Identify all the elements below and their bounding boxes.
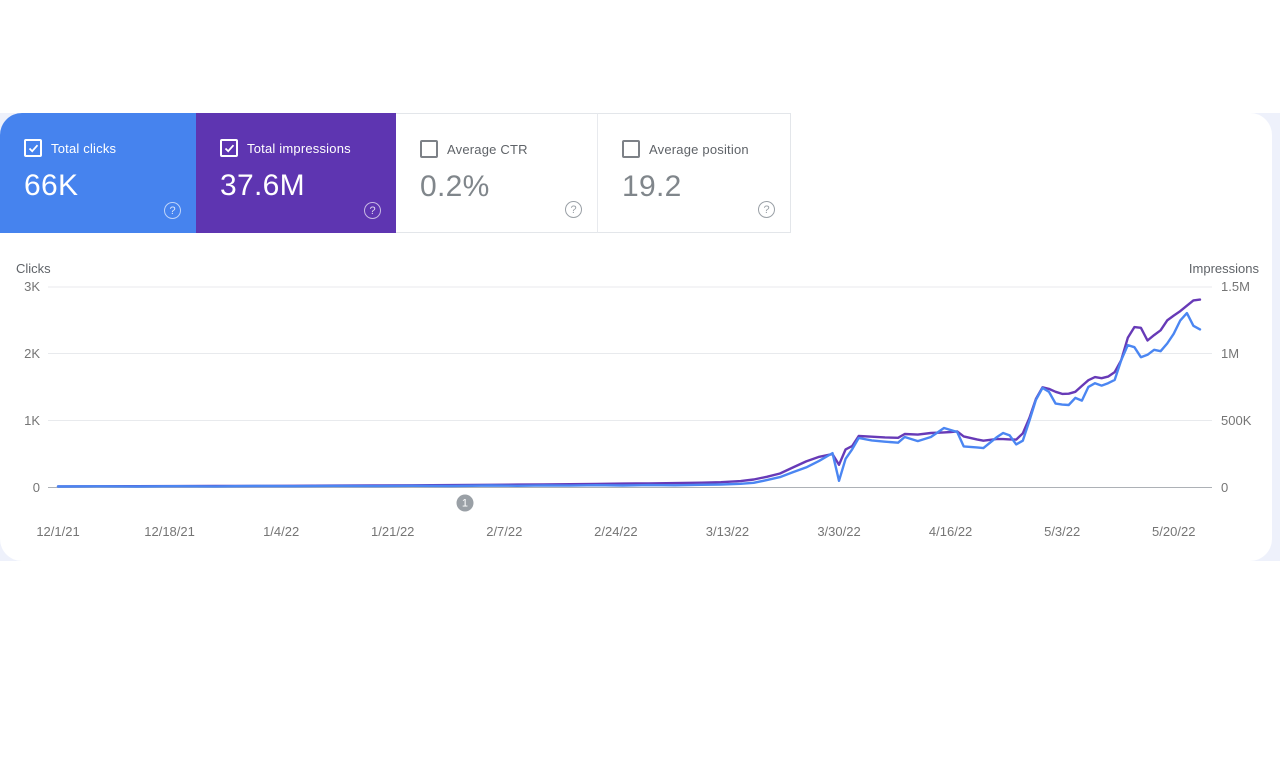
date-tick-label: 12/18/21 [144,524,195,539]
checkbox-checked-icon[interactable] [220,139,238,157]
card-value: 37.6M [220,169,305,202]
checkbox-unchecked-icon[interactable] [622,140,640,158]
date-tick-label: 1/21/22 [371,524,415,539]
card-total-clicks[interactable]: Total clicks 66K ? [0,113,196,233]
annotation-marker-icon[interactable]: 1 [456,494,474,512]
card-total-impressions[interactable]: Total impressions 37.6M ? [196,113,396,233]
help-icon[interactable]: ? [164,202,181,219]
right-axis-title: Impressions [1188,261,1259,276]
card-header: Average position [622,140,749,158]
date-tick-label: 3/30/22 [817,524,861,539]
date-tick-label: 2/7/22 [486,524,523,539]
card-label: Average CTR [447,141,528,157]
help-icon[interactable]: ? [565,201,582,218]
card-label: Total clicks [51,140,117,156]
card-label: Average position [649,141,749,157]
card-value: 66K [24,169,79,202]
card-average-position[interactable]: Average position 19.2 ? [597,113,791,233]
clicks-line-series[interactable] [56,311,1202,488]
left-axis-tick: 1K [24,412,40,428]
card-header: Total clicks [24,139,116,157]
card-header: Total impressions [220,139,351,157]
help-icon[interactable]: ? [364,202,381,219]
date-tick-label: 12/1/21 [36,524,80,539]
date-tick-label: 5/3/22 [1044,524,1081,539]
right-axis-tick: 1.5M [1221,279,1250,294]
checkbox-checked-icon[interactable] [24,139,42,157]
card-average-ctr[interactable]: Average CTR 0.2% ? [396,113,597,233]
checkbox-unchecked-icon[interactable] [420,140,438,158]
left-axis-tick: 3K [24,279,40,294]
impressions-line-series[interactable] [56,298,1202,488]
date-tick-label: 5/20/22 [1152,524,1196,539]
left-axis-tick: 0 [32,479,40,495]
right-axis-tick: 1M [1221,345,1240,361]
right-axis-tick: 500K [1221,412,1252,428]
left-axis-tick: 2K [24,345,40,361]
card-header: Average CTR [420,140,528,158]
card-value: 0.2% [420,170,490,203]
check-icon [224,144,234,153]
date-tick-label: 4/16/22 [928,524,973,539]
help-icon[interactable]: ? [758,201,775,218]
date-tick-label: 1/4/22 [263,524,300,539]
right-axis-tick: 0 [1221,479,1229,495]
date-tick-label: 3/13/22 [705,524,750,539]
left-axis-title: Clicks [16,261,51,276]
date-tick-label: 2/24/22 [594,524,638,539]
card-value: 19.2 [622,170,682,203]
card-label: Total impressions [247,140,351,156]
check-icon [28,144,38,153]
performance-line-chart[interactable] [0,255,1272,555]
